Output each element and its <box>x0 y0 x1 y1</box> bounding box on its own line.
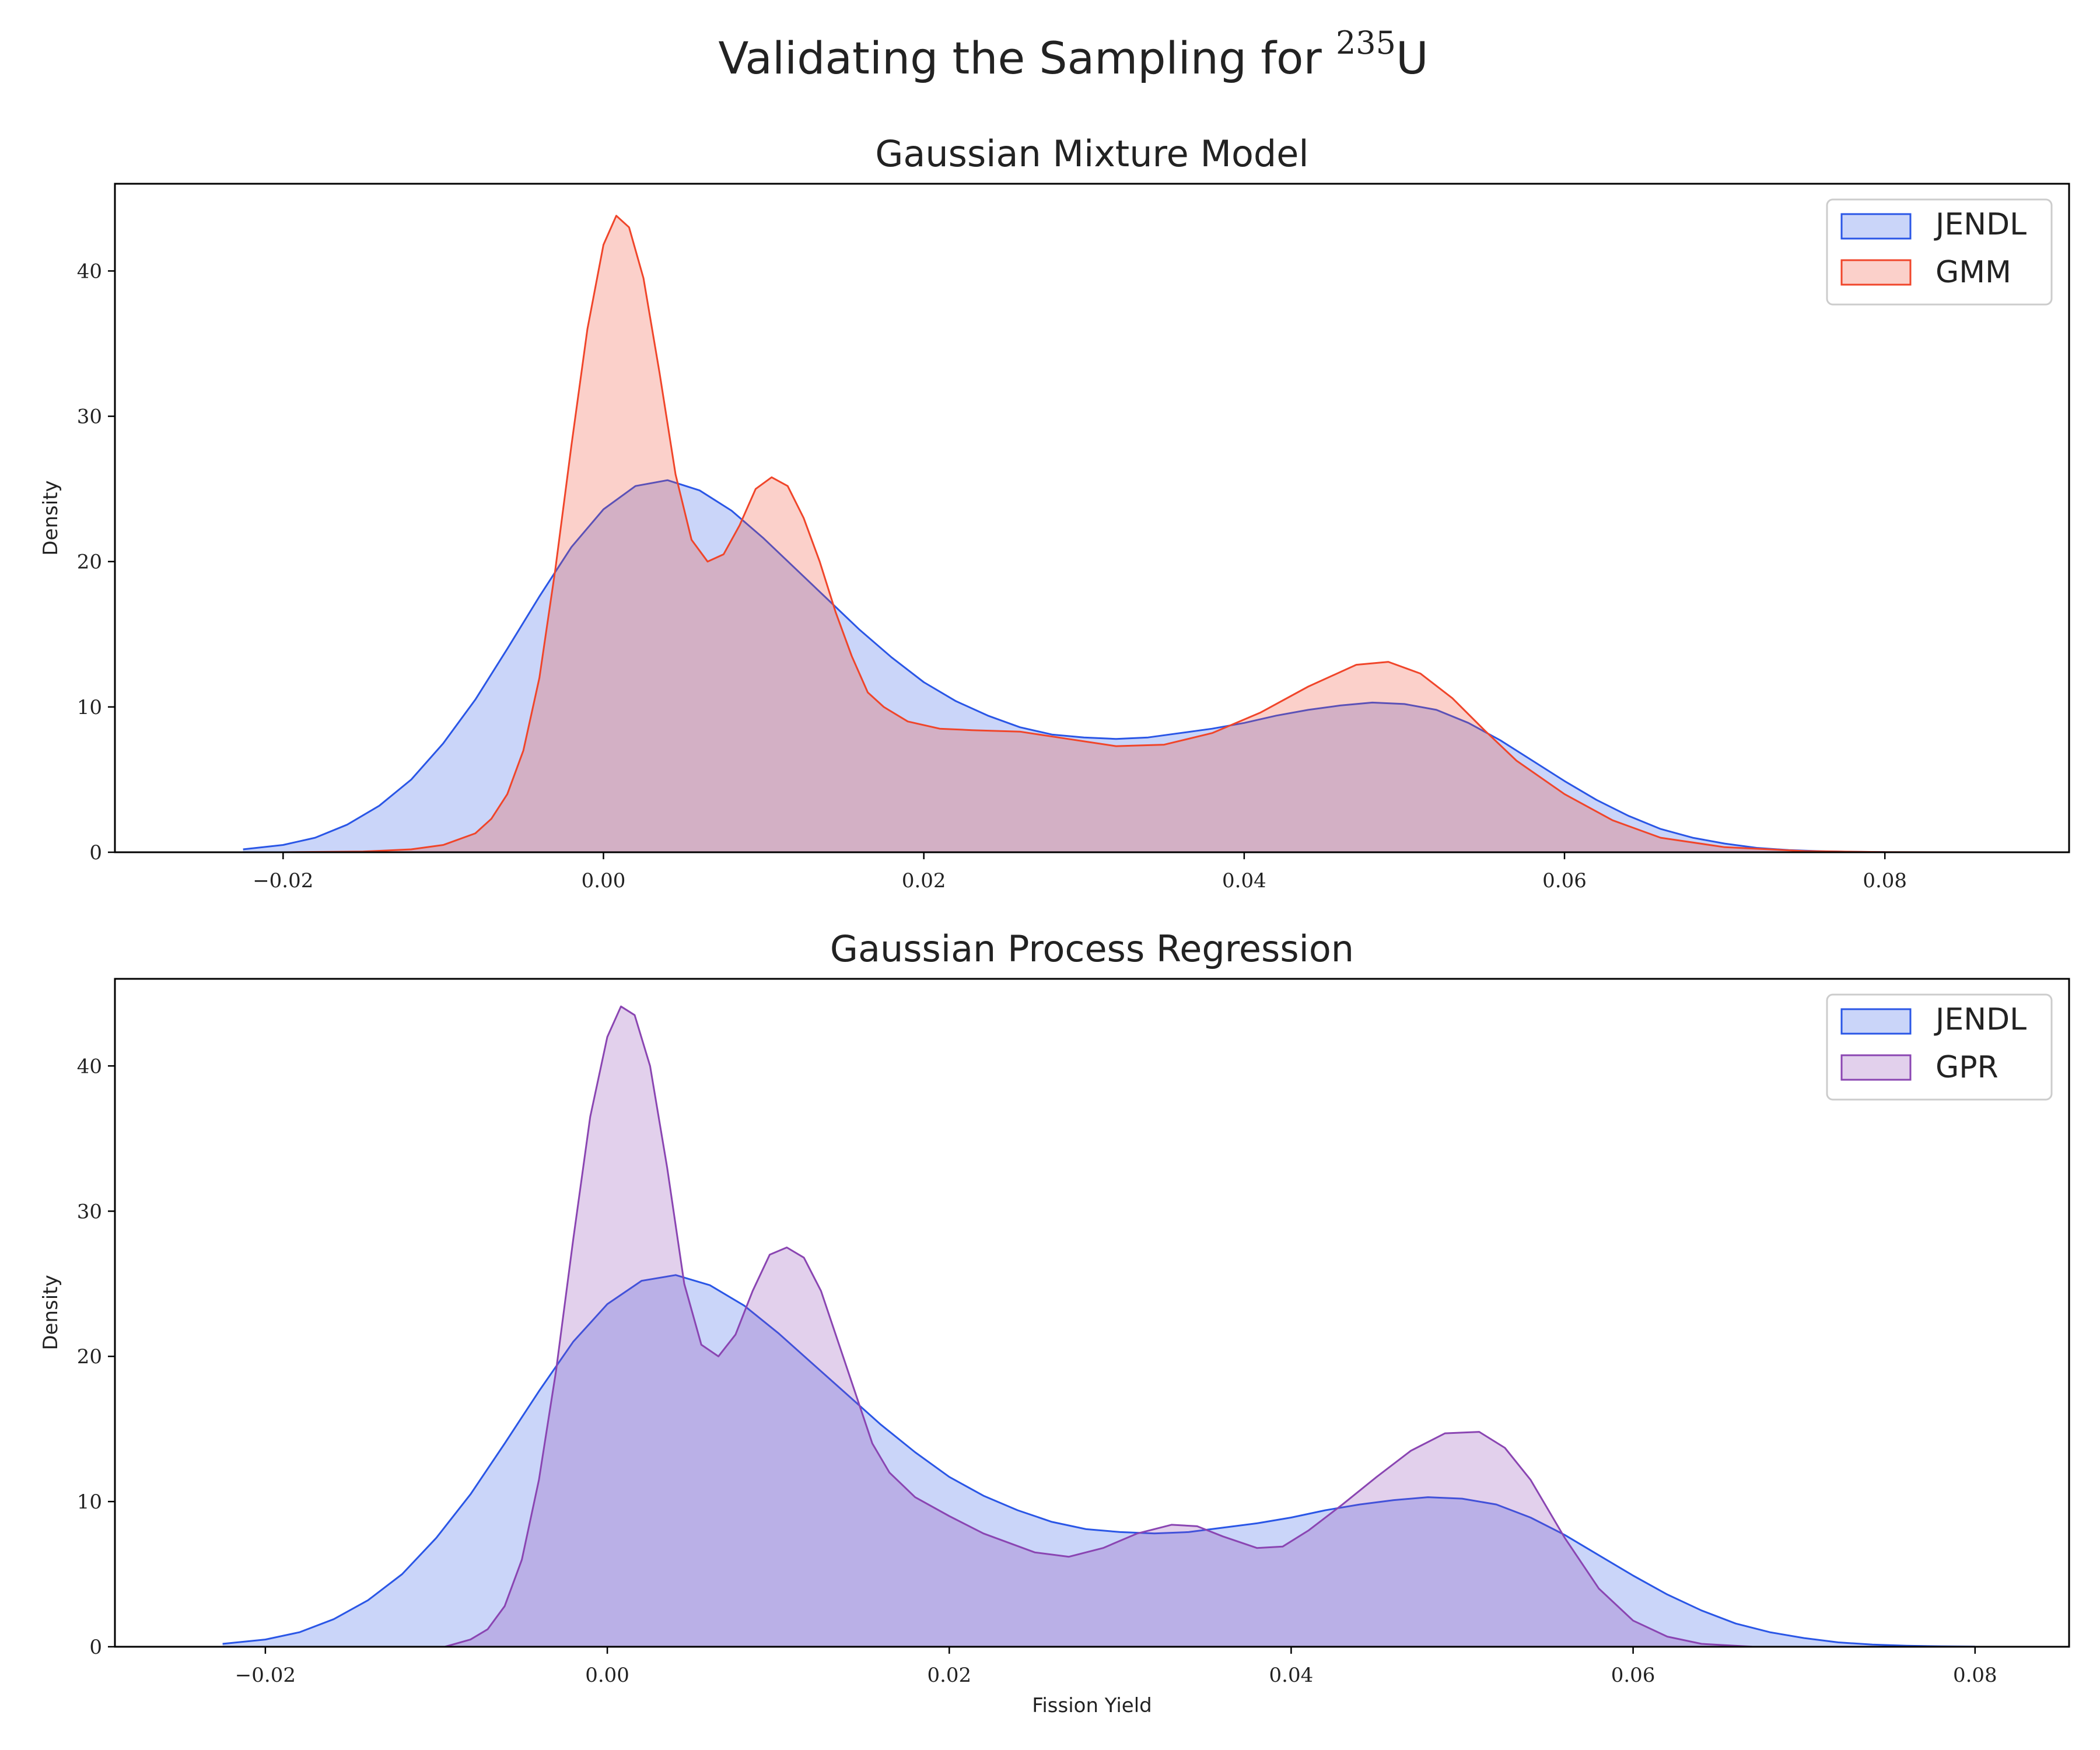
figure-title-main: Validating the Sampling for <box>718 32 1336 84</box>
figure-title: Validating the Sampling for 235U <box>718 24 1428 84</box>
gpr-x-tick-label: 0.02 <box>927 1664 971 1687</box>
gmm-legend-swatch-gmm <box>1840 259 1912 286</box>
gpr-gpr-density-line <box>444 1005 1753 1648</box>
gmm-y-tick-label: 20 <box>77 551 102 574</box>
gpr-y-axis-label: Density <box>39 1275 62 1350</box>
gmm-legend-swatch-jendl <box>1840 213 1912 240</box>
gmm-legend: JENDL GMM <box>1826 198 2053 306</box>
gmm-x-tick-label: 0.02 <box>902 869 946 892</box>
gmm-x-tick-label: 0.06 <box>1542 869 1587 892</box>
gmm-gmm-density-line <box>203 215 1997 853</box>
gmm-y-axis-label: Density <box>39 480 62 555</box>
gmm-panel-title: Gaussian Mixture Model <box>875 132 1308 175</box>
gpr-legend-label-jendl: JENDL <box>1934 1002 2027 1037</box>
gpr-y-tick-label: 0 <box>89 1636 102 1659</box>
gpr-jendl-density-fill <box>222 1275 1975 1647</box>
gmm-gmm-density-fill <box>203 215 1997 852</box>
figure-title-superscript: 235 <box>1336 24 1396 61</box>
gpr-legend-label-gpr: GPR <box>1936 1050 1999 1085</box>
gmm-y-tick-label: 30 <box>77 405 102 429</box>
gmm-jendl-density-line <box>243 479 1885 853</box>
gpr-panel-title: Gaussian Process Regression <box>830 928 1354 970</box>
gpr-axes-frame <box>114 978 2070 1648</box>
gpr-legend-box <box>1826 993 2053 1101</box>
gpr-y-tick-label: 30 <box>77 1200 102 1223</box>
gmm-x-tick-label: −0.02 <box>253 869 313 892</box>
gpr-y-tick-label: 20 <box>77 1345 102 1368</box>
gmm-jendl-density-fill <box>243 480 1885 852</box>
gpr-x-tick-label: 0.04 <box>1269 1664 1314 1687</box>
gpr-x-axis-label: Fission Yield <box>1032 1694 1152 1717</box>
gpr-x-tick-label: 0.08 <box>1953 1664 1997 1687</box>
gpr-gpr-density-fill <box>444 1006 1753 1647</box>
gpr-jendl-density-line <box>222 1274 1975 1648</box>
gmm-y-tick-label: 0 <box>89 841 102 864</box>
gmm-legend-label-gmm: GMM <box>1936 255 2011 290</box>
gpr-x-tick-label: 0.00 <box>585 1664 629 1687</box>
gmm-x-tick-label: 0.08 <box>1863 869 1907 892</box>
gpr-plot-area <box>222 1005 1975 1648</box>
gpr-legend-swatch-gpr <box>1840 1054 1912 1081</box>
gpr-panel: Gaussian Process Regression Density Fiss… <box>39 928 2070 1717</box>
gpr-legend-swatch-jendl <box>1840 1008 1912 1035</box>
gpr-y-tick-label: 40 <box>77 1055 102 1078</box>
gmm-legend-box <box>1826 198 2053 306</box>
gmm-axes-frame <box>114 183 2070 853</box>
gmm-x-tick-label: 0.00 <box>582 869 626 892</box>
gmm-y-tick-label: 40 <box>77 260 102 284</box>
gmm-x-tick-label: 0.04 <box>1222 869 1266 892</box>
gpr-y-tick-label: 10 <box>77 1490 102 1514</box>
gmm-y-tick-label: 10 <box>77 696 102 719</box>
figure-title-suffix: U <box>1396 32 1429 84</box>
gpr-x-tick-label: −0.02 <box>235 1664 296 1687</box>
gmm-legend-label-jendl: JENDL <box>1934 207 2027 242</box>
gpr-legend: JENDL GPR <box>1826 993 2053 1101</box>
gmm-panel: Gaussian Mixture Model Density JENDL GMM… <box>39 132 2070 892</box>
gmm-plot-area <box>203 215 1997 853</box>
gpr-x-tick-label: 0.06 <box>1611 1664 1656 1687</box>
